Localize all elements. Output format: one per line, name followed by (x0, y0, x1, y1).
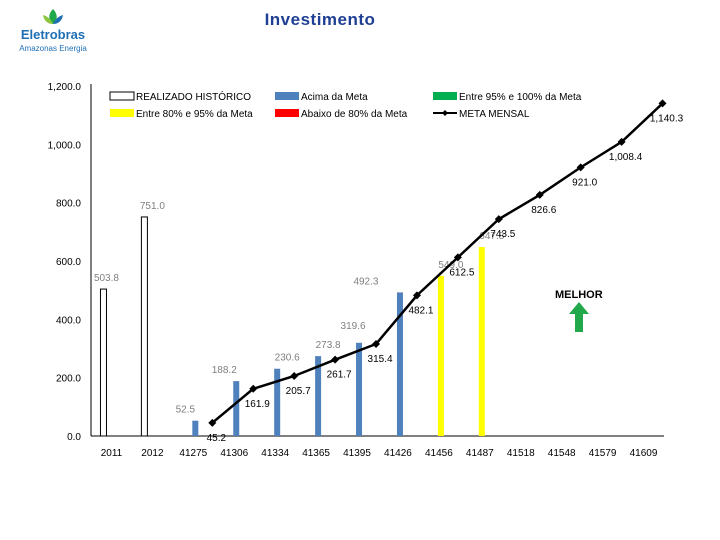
bar (478, 247, 485, 436)
bar (315, 356, 322, 436)
y-tick-label: 600.0 (56, 257, 81, 268)
y-tick-label: 1,000.0 (48, 140, 82, 151)
bar-value-label: 647.8 (479, 231, 504, 242)
legend-swatch (275, 109, 299, 117)
y-tick-label: 1,200.0 (48, 82, 82, 93)
legend-label: Abaixo de 80% da Meta (301, 109, 408, 120)
bar (192, 420, 199, 436)
x-tick-label: 2012 (141, 448, 164, 459)
legend-swatch (275, 92, 299, 100)
meta-mensal-label: 161.9 (245, 399, 270, 410)
legend-label: Entre 95% e 100% da Meta (459, 92, 582, 103)
bar-value-label: 549.0 (438, 260, 463, 271)
bar (233, 381, 240, 436)
logo-tagline: Amazonas Energia (19, 44, 87, 53)
bar-value-label: 319.6 (341, 321, 366, 332)
x-tick-label: 41518 (507, 448, 535, 459)
legend-label: META MENSAL (459, 109, 530, 120)
bar (396, 292, 403, 436)
meta-line-layer: 45.2 161.9 205.7 261.7 315.4 482.1 612.5 743.5 8… (207, 99, 684, 444)
bar (437, 275, 444, 436)
logo-name: Eletrobras (21, 27, 85, 42)
meta-mensal-point (249, 384, 258, 393)
bar-value-label: 492.3 (353, 276, 378, 287)
bar-value-label: 52.5 (176, 405, 196, 416)
meta-mensal-label: 1,008.4 (609, 152, 643, 163)
legend-swatch (110, 109, 134, 117)
meta-mensal-label: 921.0 (572, 177, 597, 188)
x-tick-label: 41426 (384, 448, 412, 459)
page-title: Investimento (264, 10, 376, 29)
meta-mensal-point (535, 190, 544, 199)
legend-box (105, 84, 597, 120)
x-tick-label: 41456 (425, 448, 453, 459)
x-tick-label: 41579 (589, 448, 617, 459)
bar-value-label: 188.2 (212, 365, 237, 376)
meta-mensal-point (576, 163, 585, 172)
eletrobras-logo: Eletrobras Amazonas Energia (19, 9, 87, 53)
x-tick-label: 41609 (630, 448, 658, 459)
meta-mensal-point (412, 291, 421, 300)
meta-mensal-label: 612.5 (449, 267, 474, 278)
meta-mensal-point (494, 215, 503, 224)
meta-mensal-point (372, 340, 381, 349)
y-tick-label: 200.0 (56, 374, 81, 385)
x-tick-label: 41306 (220, 448, 248, 459)
up-arrow-icon (569, 302, 589, 332)
bar-value-label: 230.6 (275, 353, 300, 364)
meta-mensal-label: 482.1 (408, 305, 433, 316)
bar-value-label: 751.0 (140, 201, 165, 212)
bar (274, 368, 281, 436)
x-tick-label: 41395 (343, 448, 371, 459)
bar (99, 288, 107, 437)
meta-mensal-label: 205.7 (286, 386, 311, 397)
bar (140, 216, 148, 437)
meta-mensal-point (453, 253, 462, 262)
y-tick-label: 800.0 (56, 199, 81, 210)
melhor-label: MELHOR (555, 289, 603, 301)
x-tick-label: 41365 (302, 448, 330, 459)
x-tick-label: 41275 (179, 448, 207, 459)
meta-mensal-label: 826.6 (531, 205, 556, 216)
bar (356, 342, 363, 436)
meta-mensal-label: 743.5 (490, 229, 515, 240)
x-tick-label: 41548 (548, 448, 576, 459)
meta-mensal-point (208, 418, 217, 427)
meta-mensal-label: 261.7 (327, 370, 352, 381)
meta-mensal-line (211, 102, 664, 424)
x-tick-label: 41334 (261, 448, 289, 459)
bar-value-label: 503.8 (94, 273, 119, 284)
x-tick-label: 2011 (101, 448, 123, 459)
logo-mark-icon (43, 9, 63, 24)
meta-mensal-label: 1,140.3 (650, 113, 684, 124)
y-tick-label: 0.0 (67, 432, 81, 443)
legend: REALIZADO HISTÓRICO Acima da Meta Entre 95… (105, 84, 597, 120)
legend-swatch-marker (442, 110, 448, 116)
meta-mensal-point (290, 372, 299, 381)
meta-mensal-point (658, 99, 667, 108)
y-tick-label: 400.0 (56, 315, 81, 326)
meta-mensal-point (331, 355, 340, 364)
legend-label: Acima da Meta (301, 92, 368, 103)
meta-mensal-point (617, 137, 626, 146)
legend-label: REALIZADO HISTÓRICO (136, 90, 251, 103)
x-tick-label: 41487 (466, 448, 494, 459)
meta-mensal-label: 315.4 (368, 354, 393, 365)
meta-mensal-label: 45.2 (207, 433, 227, 444)
legend-swatch (109, 91, 135, 101)
legend-label: Entre 80% e 95% da Meta (136, 109, 253, 120)
bar-value-label: 273.8 (316, 340, 341, 351)
legend-swatch (433, 92, 457, 100)
axis-layer: 0.0 200.0 400.0 600.0 800.0 1,000.0 1,200.0 201… (48, 82, 664, 459)
